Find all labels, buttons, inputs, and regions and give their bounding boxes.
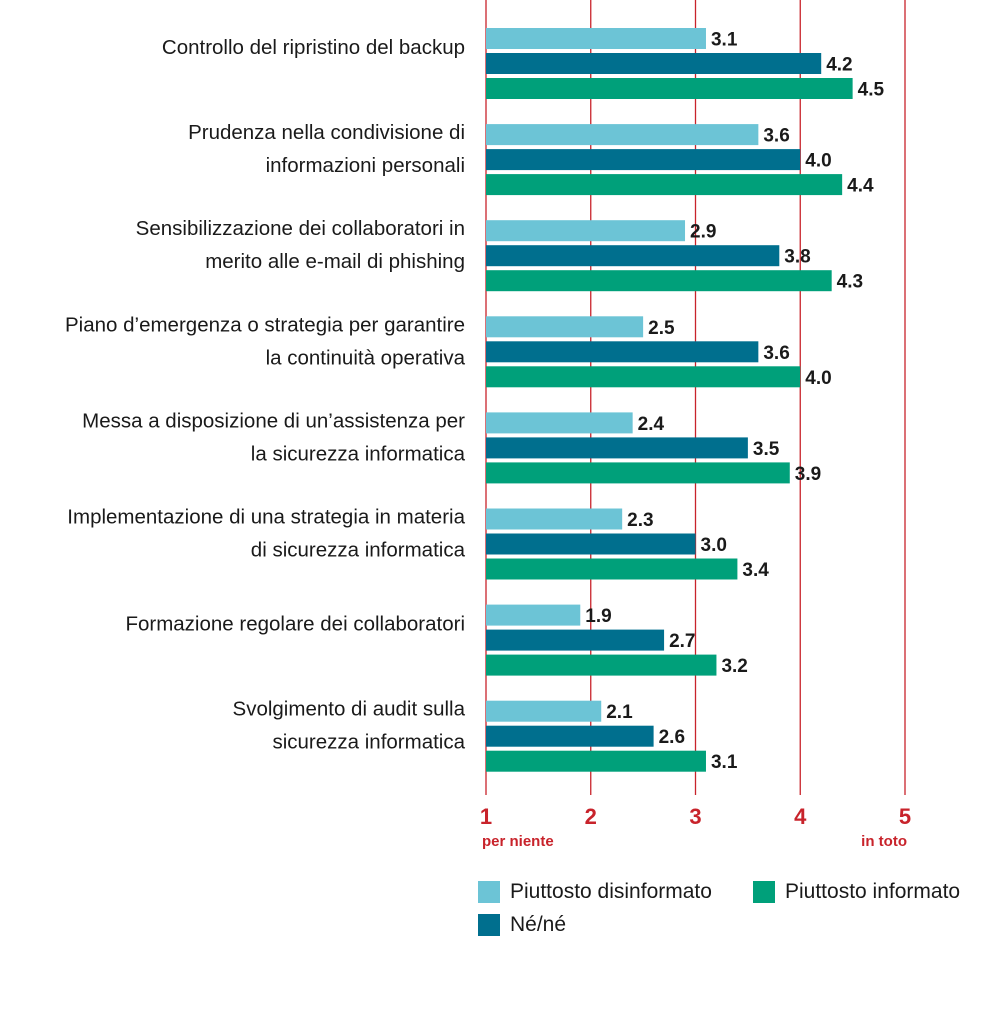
category-label: Svolgimento di audit sulla <box>233 698 466 721</box>
bar <box>486 558 738 580</box>
bar <box>486 316 644 338</box>
data-label: 3.5 <box>753 439 780 460</box>
bar <box>486 341 759 363</box>
data-label: 2.7 <box>669 631 695 652</box>
category-label: sicurezza informatica <box>272 731 465 754</box>
legend-swatch-disinformato <box>478 881 500 903</box>
data-label: 3.1 <box>711 30 738 51</box>
x-tick-label: 2 <box>585 804 597 829</box>
bar <box>486 725 654 747</box>
data-label: 2.6 <box>659 727 685 748</box>
legend-label-informato: Piuttosto informato <box>785 880 961 903</box>
bar <box>486 270 832 292</box>
x-tick-label: 4 <box>794 804 807 829</box>
bar <box>486 53 822 74</box>
bar <box>486 533 696 555</box>
data-label: 4.5 <box>858 80 885 101</box>
bar <box>486 437 748 459</box>
category-label: Implementazione di una strategia in mate… <box>67 506 465 529</box>
data-label: 4.4 <box>847 176 874 197</box>
data-label: 3.6 <box>763 126 789 147</box>
x-tick-label: 5 <box>899 804 911 829</box>
bar <box>486 366 801 388</box>
grid-lines <box>485 0 906 795</box>
bar <box>486 78 853 99</box>
data-label: 2.5 <box>648 318 675 339</box>
x-axis-min-label: per niente <box>482 833 554 850</box>
bar <box>486 149 801 171</box>
bar <box>486 220 686 242</box>
x-axis-max-label: in toto <box>861 833 907 850</box>
legend-label-neither: Né/né <box>510 913 567 936</box>
legend-item-informato: Piuttosto informato <box>753 880 960 904</box>
bar <box>486 174 843 196</box>
legend-label-disinformato: Piuttosto disinformato <box>510 880 712 903</box>
category-labels: Controllo del ripristino del backup Prude… <box>65 36 466 754</box>
bar <box>486 629 665 651</box>
data-label: 1.9 <box>585 606 611 627</box>
category-label: la sicurezza informatica <box>251 442 466 465</box>
bar <box>486 412 633 434</box>
data-label: 3.6 <box>763 343 789 364</box>
data-label: 2.9 <box>690 222 716 243</box>
data-label: 4.3 <box>837 272 863 293</box>
x-tick-label: 3 <box>689 804 701 829</box>
bar <box>486 124 759 146</box>
data-label: 3.0 <box>701 535 727 556</box>
category-label: di sicurezza informatica <box>251 539 466 562</box>
category-label: la continuità operativa <box>266 346 466 369</box>
bar <box>486 604 581 626</box>
legend-item-disinformato: Piuttosto disinformato <box>478 880 712 904</box>
legend-swatch-informato <box>753 881 775 903</box>
bars: 3.1 4.2 4.5 3.6 4.0 4.4 2.9 3.8 4.3 2.5 3.6 4.0 2.4 3… <box>486 28 884 773</box>
data-label: 4.2 <box>826 55 852 76</box>
data-label: 4.0 <box>805 151 831 172</box>
category-label: Prudenza nella condivisione di <box>188 121 465 144</box>
category-label: Controllo del ripristino del backup <box>162 36 465 59</box>
x-tick-label: 1 <box>480 804 492 829</box>
legend-swatch-neither <box>478 914 500 936</box>
category-label: Sensibilizzazione dei collaboratori in <box>136 217 465 240</box>
category-label: informazioni personali <box>266 154 465 177</box>
category-label: Messa a disposizione di un’assistenza pe… <box>82 409 465 432</box>
bar <box>486 462 790 484</box>
bar <box>486 28 706 49</box>
data-label: 2.4 <box>638 414 665 435</box>
data-label: 2.1 <box>606 702 633 723</box>
x-axis: per niente in toto 1 2 3 4 5 <box>480 804 911 850</box>
bar <box>486 245 780 267</box>
category-label: Formazione regolare dei collaboratori <box>125 613 465 636</box>
data-label: 4.0 <box>805 368 831 389</box>
bar <box>486 700 602 722</box>
legend-item-neither: Né/né <box>478 913 566 937</box>
bar <box>486 508 623 530</box>
data-label: 2.3 <box>627 510 653 531</box>
data-label: 3.8 <box>784 247 810 268</box>
data-label: 3.2 <box>721 656 747 677</box>
category-label: merito alle e-mail di phishing <box>205 250 465 273</box>
bar <box>486 750 706 772</box>
data-label: 3.1 <box>711 752 738 773</box>
bar <box>486 654 717 676</box>
data-label: 3.4 <box>742 560 769 581</box>
data-label: 3.9 <box>795 464 821 485</box>
category-label: Piano d’emergenza o strategia per garant… <box>65 313 465 336</box>
